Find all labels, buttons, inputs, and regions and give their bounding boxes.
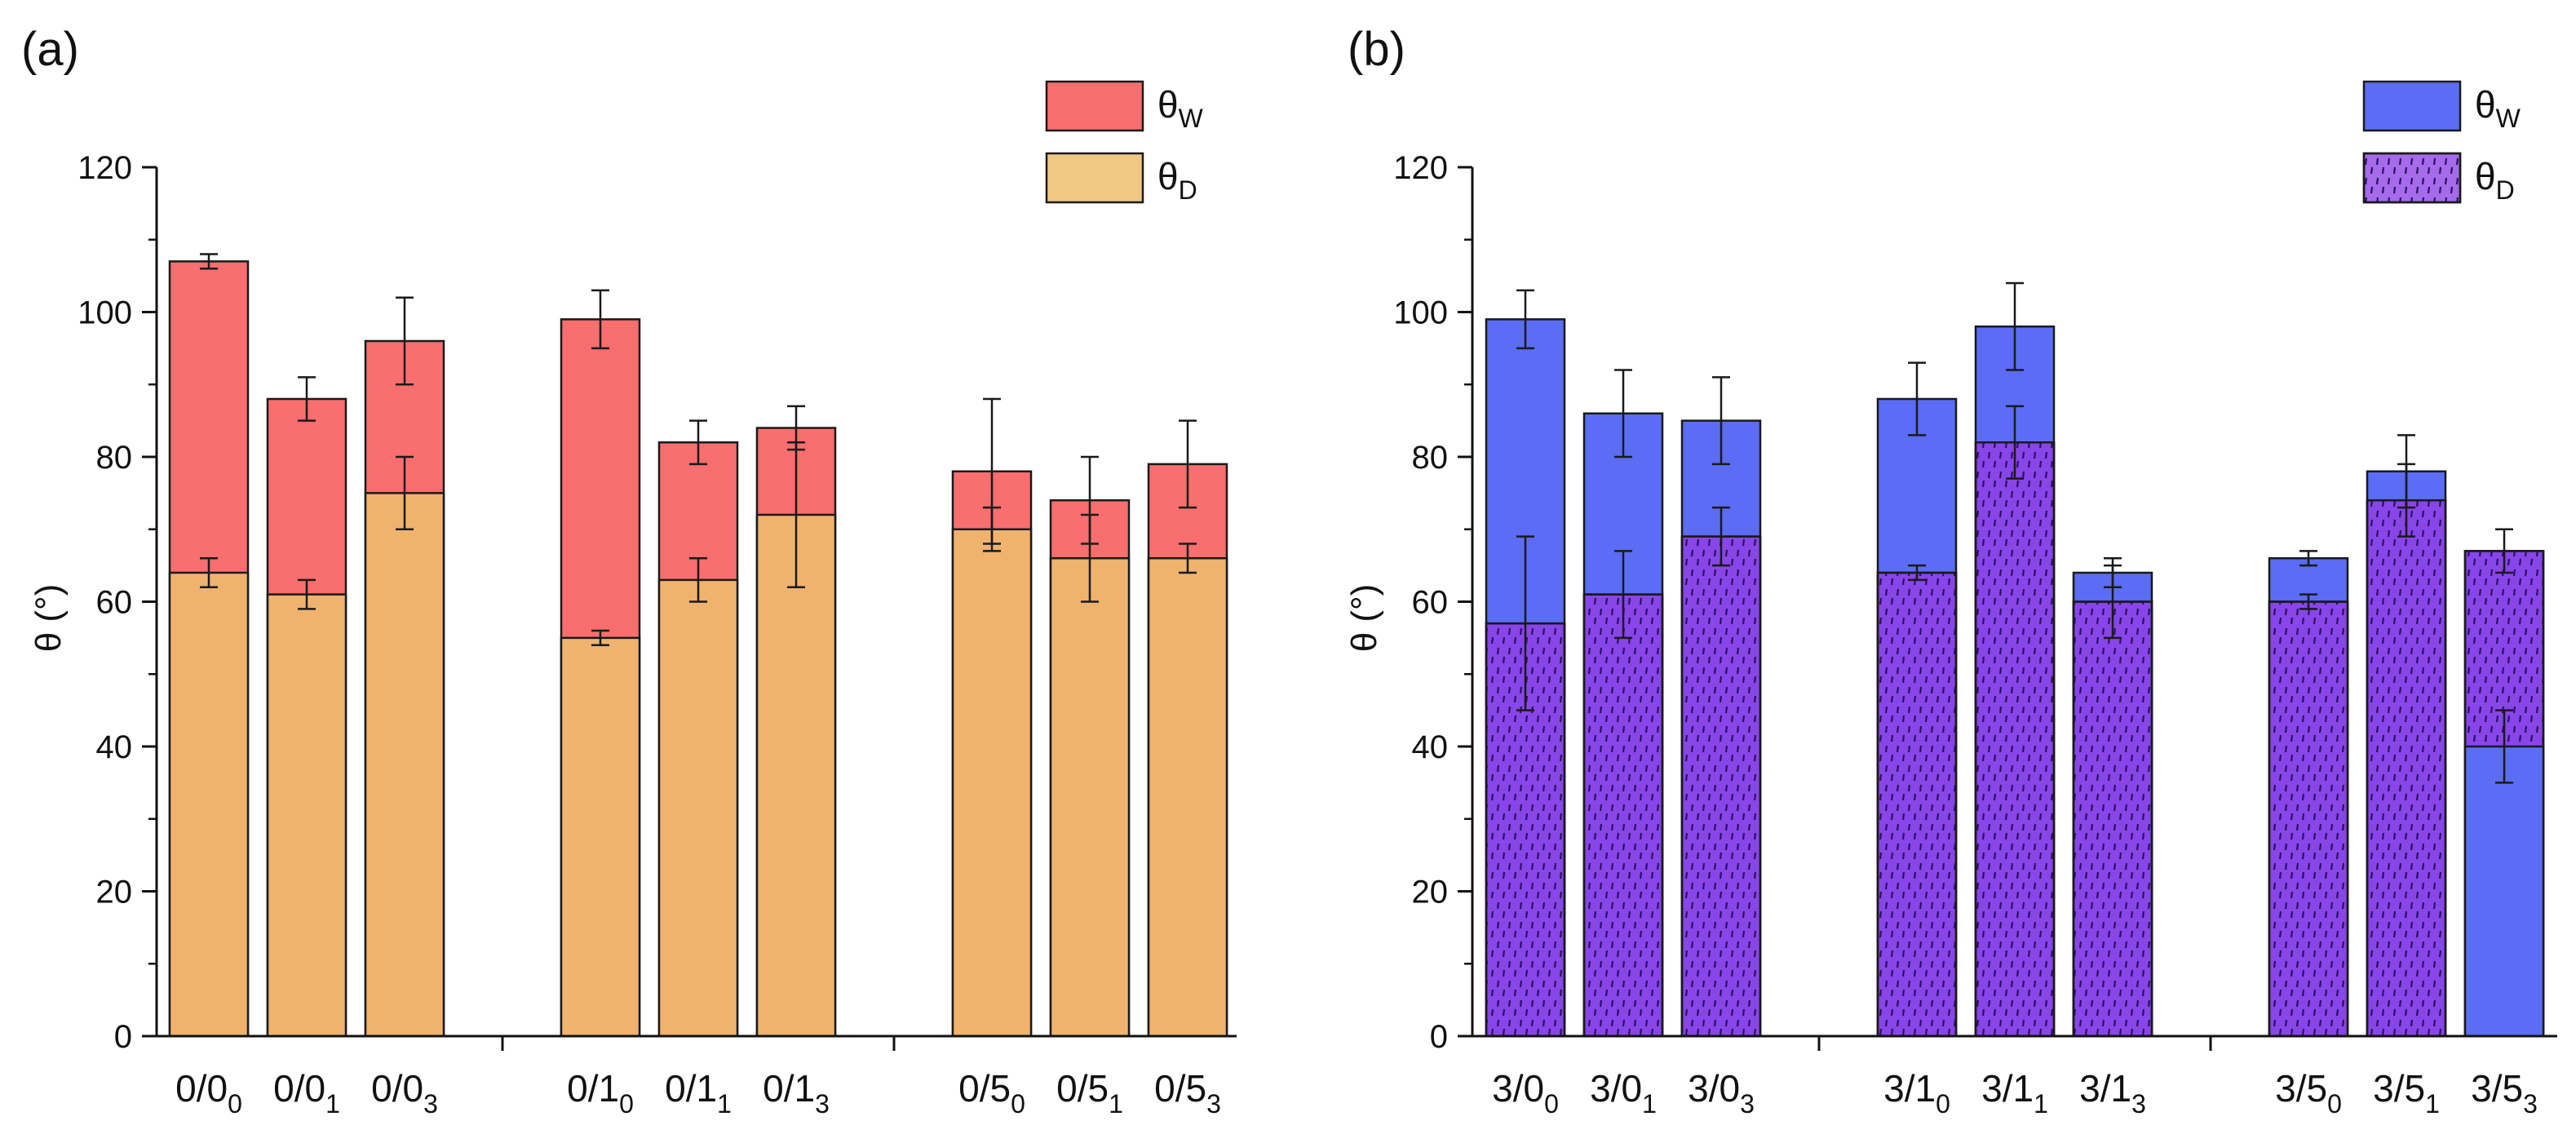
bar-pattern — [2268, 600, 2349, 1038]
y-tick-label: 20 — [1412, 875, 1449, 910]
y-tick-label: 120 — [1393, 150, 1448, 186]
y-tick-label: 100 — [77, 295, 132, 331]
legend-label: θW — [1157, 83, 1204, 133]
y-tick-label: 0 — [1430, 1019, 1448, 1055]
bar-pattern — [1876, 571, 1958, 1038]
bar — [1049, 557, 1131, 1038]
y-tick-label: 120 — [77, 150, 132, 186]
x-tick-label: 3/03 — [1688, 1067, 1755, 1119]
bar — [1147, 557, 1228, 1038]
x-tick-label: 3/50 — [2275, 1067, 2342, 1119]
bar — [657, 578, 739, 1038]
y-tick-label: 80 — [96, 440, 133, 476]
x-tick-label: 0/13 — [763, 1067, 830, 1119]
x-tick-label: 3/00 — [1492, 1067, 1559, 1119]
y-tick-label: 40 — [96, 729, 133, 765]
legend-label: θD — [1157, 155, 1197, 205]
y-tick-label: 100 — [1393, 295, 1448, 331]
x-tick-label: 3/01 — [1590, 1067, 1657, 1119]
bar-pattern — [1582, 593, 1664, 1038]
x-tick-label: 3/51 — [2373, 1067, 2440, 1119]
y-tick-label: 0 — [114, 1019, 132, 1055]
legend-swatch — [1045, 152, 1144, 204]
bar — [951, 528, 1033, 1038]
legend-label: θW — [2475, 83, 2521, 133]
bar — [364, 492, 445, 1038]
x-tick-label: 3/53 — [2471, 1067, 2538, 1119]
bar — [2463, 745, 2545, 1038]
x-tick-label: 0/10 — [567, 1067, 634, 1119]
x-tick-label: 0/03 — [371, 1067, 438, 1119]
x-tick-label: 0/00 — [175, 1067, 242, 1119]
x-tick-label: 3/13 — [2079, 1067, 2146, 1119]
bar-pattern — [2366, 499, 2447, 1038]
bar — [560, 636, 641, 1038]
x-tick-label: 0/53 — [1154, 1067, 1221, 1119]
legend-swatch-pattern — [2362, 152, 2462, 204]
bar — [266, 593, 347, 1038]
bar-pattern — [2072, 600, 2153, 1038]
y-tick-label: 40 — [1412, 729, 1449, 765]
y-tick-label: 60 — [1412, 585, 1449, 621]
y-tick-label: 60 — [96, 585, 133, 621]
x-tick-label: 0/50 — [958, 1067, 1025, 1119]
legend-label: θD — [2475, 155, 2515, 205]
x-tick-label: 0/51 — [1056, 1067, 1123, 1119]
chart-panel-b: (b) θ (°) 3/00 3/01 3/03 3/10 3/11 3/13 3/50 3/51… — [1344, 23, 2557, 1119]
bar — [168, 571, 250, 1038]
y-axis-title: θ (°) — [1344, 584, 1384, 653]
bar-pattern — [1680, 535, 1762, 1038]
bar-pattern — [1974, 441, 2056, 1038]
x-tick-label: 0/11 — [665, 1067, 732, 1119]
legend-swatch — [2362, 80, 2462, 132]
bar — [755, 513, 837, 1038]
y-axis-title: θ (°) — [29, 584, 69, 653]
legend-swatch — [1045, 80, 1144, 132]
chart-panel-a: (a) θ (°) 0/00 0/01 0/03 0/10 0/11 0/13 0/50 0/51… — [21, 23, 1237, 1119]
panel-label: (a) — [21, 23, 79, 76]
y-tick-label: 20 — [96, 875, 133, 910]
x-tick-label: 3/10 — [1883, 1067, 1950, 1119]
y-tick-label: 80 — [1412, 440, 1449, 476]
panel-label: (b) — [1348, 23, 1405, 76]
x-tick-label: 0/01 — [273, 1067, 340, 1119]
x-tick-label: 3/11 — [1981, 1067, 2048, 1119]
